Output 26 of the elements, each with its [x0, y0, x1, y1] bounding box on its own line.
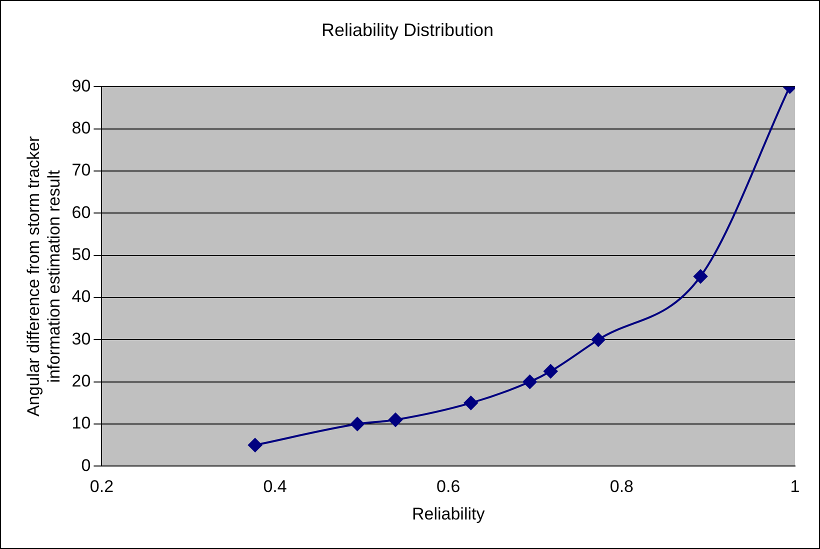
x-tick-label: 0.6	[436, 477, 460, 496]
x-tick-label: 0.4	[263, 477, 287, 496]
point	[464, 396, 478, 410]
y-tick-label: 40	[72, 287, 91, 306]
point	[694, 269, 708, 284]
y-tick-label: 90	[72, 76, 91, 96]
point	[248, 438, 262, 452]
y-tick-label: 10	[72, 414, 91, 433]
y-tick-label: 30	[72, 329, 91, 348]
y-tick-label: 50	[72, 245, 91, 264]
y-tick-label: 80	[72, 118, 91, 138]
x-tick-label: 1	[790, 477, 800, 496]
point	[522, 374, 537, 389]
x-tick-label: 0.2	[90, 477, 114, 496]
y-tick-label: 20	[72, 372, 91, 391]
point	[591, 332, 606, 347]
y-axis-title: Angular difference from storm tracker information estimation result	[24, 136, 64, 417]
y-tick-label: 0	[81, 456, 91, 475]
x-axis-title: Reliability	[412, 504, 486, 524]
y-tick-label: 70	[72, 160, 91, 180]
point	[350, 417, 364, 432]
point	[544, 364, 558, 378]
y-tick-label: 60	[72, 202, 91, 222]
x-tick-label: 0.8	[610, 477, 634, 496]
point	[388, 412, 402, 427]
chart-title: Reliability Distribution	[321, 20, 494, 40]
